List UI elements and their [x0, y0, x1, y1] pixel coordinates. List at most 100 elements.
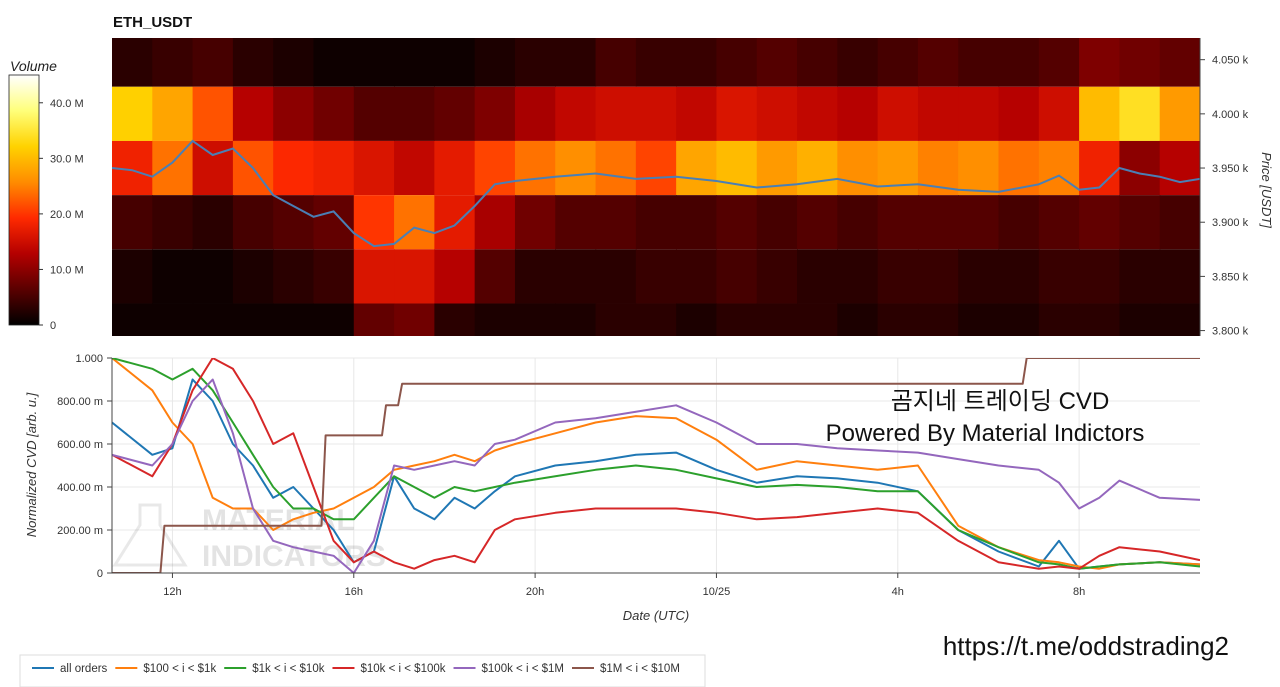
price-tick-label: 4.000 k — [1212, 109, 1249, 121]
heatmap-cell — [1119, 86, 1161, 141]
heatmap-cell — [313, 86, 355, 141]
price-tick-label: 3.800 k — [1212, 326, 1249, 338]
cvd-y-tick-label: 0 — [97, 568, 103, 580]
cvd-x-tick-label: 12h — [163, 586, 181, 598]
heatmap-cell — [1079, 86, 1121, 141]
heatmap-cell — [514, 195, 556, 250]
heatmap-cell — [353, 303, 395, 336]
colorbar-title: Volume — [10, 58, 57, 74]
legend-items: all orders $100 < i < $1k $1k < i < $10k $1… — [32, 663, 680, 675]
legend-label: $100k < i < $1M — [482, 663, 564, 675]
heatmap-cell — [917, 249, 959, 304]
heatmap-cell — [434, 38, 476, 87]
legend-label: $100 < i < $1k — [143, 663, 216, 675]
overlay-title-korean: 곰지네 트레이딩 CVD — [891, 388, 1110, 415]
heatmap-cell — [232, 195, 274, 250]
heatmap-cell — [595, 86, 637, 141]
heatmap-cell — [635, 38, 677, 87]
price-tick-label: 3.900 k — [1212, 217, 1249, 229]
chart-title: ETH_USDT — [113, 14, 192, 31]
cvd-series-line — [112, 358, 1200, 570]
watermark-line2: INDICATORS — [202, 540, 386, 573]
heatmap-cell — [232, 303, 274, 336]
heatmap-cell — [917, 38, 959, 87]
heatmap-cell — [998, 195, 1040, 250]
heatmap-cell — [474, 38, 516, 87]
heatmap-cell — [112, 249, 153, 304]
heatmap-cell — [474, 249, 516, 304]
heatmap-cell — [1079, 38, 1121, 87]
heatmap-cell — [112, 86, 153, 141]
heatmap-cell — [353, 38, 395, 87]
heatmap-cell — [1119, 195, 1161, 250]
heatmap-cell — [716, 249, 758, 304]
cvd-series-line — [112, 358, 1200, 570]
heatmap-cell — [877, 86, 919, 141]
heatmap-cell — [756, 303, 798, 336]
heatmap-cell — [474, 303, 516, 336]
heatmap-cell — [998, 140, 1040, 196]
volume-colorbar: Volume 40.0 M 30.0 M 20.0 M 10.0 M 0 — [8, 58, 84, 332]
heatmap-cell — [555, 249, 597, 304]
price-axis-ticks: 4.050 k 4.000 k 3.950 k 3.900 k 3.850 k 3.800… — [1200, 55, 1249, 338]
heatmap-cell — [394, 303, 435, 336]
heatmap-cell — [313, 249, 355, 304]
heatmap-cell — [192, 38, 234, 87]
overlay-powered-by: Powered By Material Indictors — [826, 420, 1145, 447]
heatmap-cell — [192, 86, 234, 141]
cvd-y-ticks: 0 200.00 m 400.00 m 600.00 m 800.00 m 1.000 — [57, 353, 112, 580]
heatmap-cell — [595, 140, 637, 196]
heatmap-cell — [1119, 303, 1161, 336]
heatmap-cell — [232, 249, 274, 304]
price-tick-label: 3.850 k — [1212, 271, 1249, 283]
heatmap-cell — [313, 195, 355, 250]
heatmap-cell — [837, 303, 879, 336]
heatmap-cell — [1159, 303, 1200, 336]
legend: all orders $100 < i < $1k $1k < i < $10k $1… — [19, 654, 706, 687]
heatmap-cell — [353, 195, 395, 250]
cvd-x-tick-label: 16h — [345, 586, 363, 598]
heatmap-cell — [434, 86, 476, 141]
heatmap-cell — [555, 86, 597, 141]
colorbar-tick-label: 20.0 M — [50, 209, 84, 221]
heatmap-cell — [232, 86, 274, 141]
heatmap-cell — [192, 140, 234, 196]
heatmap-cell — [958, 303, 1000, 336]
colorbar-tick-label: 10.0 M — [50, 264, 84, 276]
heatmap-cell — [273, 38, 315, 87]
heatmap-cell — [434, 140, 476, 196]
heatmap-cell — [1079, 303, 1121, 336]
heatmap-cell — [635, 249, 677, 304]
heatmap-cell — [232, 38, 274, 87]
heatmap-cells — [112, 38, 1200, 336]
heatmap-cell — [998, 249, 1040, 304]
cvd-x-tick-label: 4h — [892, 586, 904, 598]
heatmap-cell — [837, 195, 879, 250]
heatmap-cell — [1159, 195, 1200, 250]
heatmap-cell — [756, 195, 798, 250]
heatmap-cell — [1159, 140, 1200, 196]
heatmap-cell — [555, 303, 597, 336]
telegram-url[interactable]: https://t.me/oddstrading2 — [943, 631, 1229, 661]
heatmap-cell — [917, 303, 959, 336]
heatmap-cell — [716, 86, 758, 141]
heatmap-cell — [958, 140, 1000, 196]
heatmap-cell — [837, 86, 879, 141]
heatmap-cell — [797, 195, 838, 250]
heatmap-cell — [313, 303, 355, 336]
heatmap-cell — [1038, 38, 1080, 87]
colorbar-tick-label: 30.0 M — [50, 153, 84, 165]
cvd-y-tick-label: 1.000 — [75, 353, 103, 365]
heatmap-cell — [998, 303, 1040, 336]
heatmap-cell — [676, 303, 718, 336]
heatmap-cell — [555, 38, 597, 87]
heatmap-cell — [112, 195, 153, 250]
heatmap-cell — [555, 140, 597, 196]
cvd-x-tick-label: 20h — [526, 586, 544, 598]
heatmap-cell — [152, 195, 194, 250]
heatmap-cell — [152, 303, 194, 336]
heatmap-cell — [474, 86, 516, 141]
heatmap-cell — [595, 249, 637, 304]
heatmap-cell — [837, 249, 879, 304]
